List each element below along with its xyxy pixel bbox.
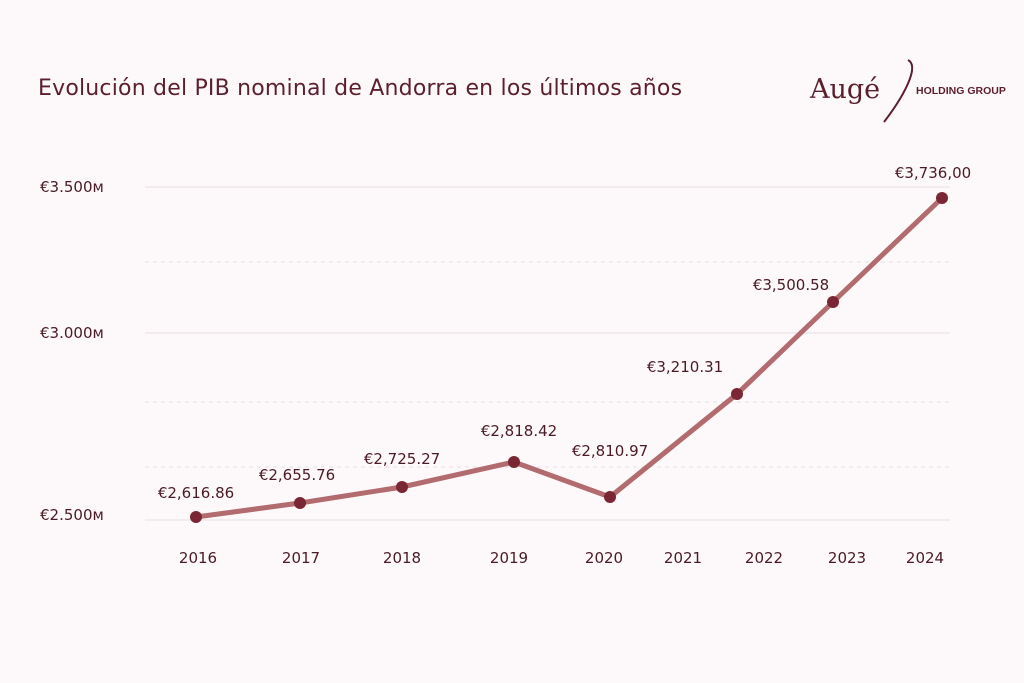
y-axis-labels: €3.500м €3.000м €2.500м	[40, 178, 104, 524]
logo-swoosh-icon	[883, 59, 914, 123]
data-label: €3,210.31	[647, 358, 723, 376]
y-tick-label: €2.500м	[40, 506, 104, 524]
data-label: €2,616.86	[158, 484, 234, 502]
data-label: €2,725.27	[364, 450, 440, 468]
x-tick-label: 2021	[664, 549, 702, 567]
data-label: €3,500.58	[753, 276, 829, 294]
data-point	[604, 491, 616, 503]
data-point	[731, 388, 743, 400]
data-point	[508, 456, 520, 468]
data-label: €2,655.76	[259, 466, 335, 484]
x-tick-label: 2016	[179, 549, 217, 567]
chart-title: Evolución del PIB nominal de Andorra en …	[38, 76, 683, 101]
data-point	[294, 497, 306, 509]
x-tick-label: 2023	[828, 549, 866, 567]
gridlines	[145, 186, 950, 521]
x-tick-label: 2022	[745, 549, 783, 567]
auge-holding-group-logo: Augé HOLDING GROUP	[809, 59, 1006, 123]
x-tick-label: 2019	[490, 549, 528, 567]
x-tick-label: 2018	[383, 549, 421, 567]
data-point	[827, 296, 839, 308]
data-point	[190, 511, 202, 523]
data-point	[936, 192, 948, 204]
data-label: €3,736,00	[895, 164, 971, 182]
x-axis-labels: 2016 2017 2018 2019 2020 2021 2022 2023 2024	[179, 549, 944, 567]
series-line	[195, 196, 944, 520]
data-label: €2,818.42	[481, 422, 557, 440]
data-labels: €2,616.86 €2,655.76 €2,725.27 €2,818.42 €2,8…	[158, 164, 971, 502]
x-tick-label: 2024	[906, 549, 944, 567]
data-point	[396, 481, 408, 493]
x-tick-label: 2017	[282, 549, 320, 567]
y-tick-label: €3.000м	[40, 324, 104, 342]
data-label: €2,810.97	[572, 442, 648, 460]
y-tick-label: €3.500м	[40, 178, 104, 196]
logo-brand: Augé	[809, 74, 880, 105]
data-points	[190, 192, 948, 523]
logo-tagline: HOLDING GROUP	[916, 85, 1006, 97]
x-tick-label: 2020	[585, 549, 623, 567]
